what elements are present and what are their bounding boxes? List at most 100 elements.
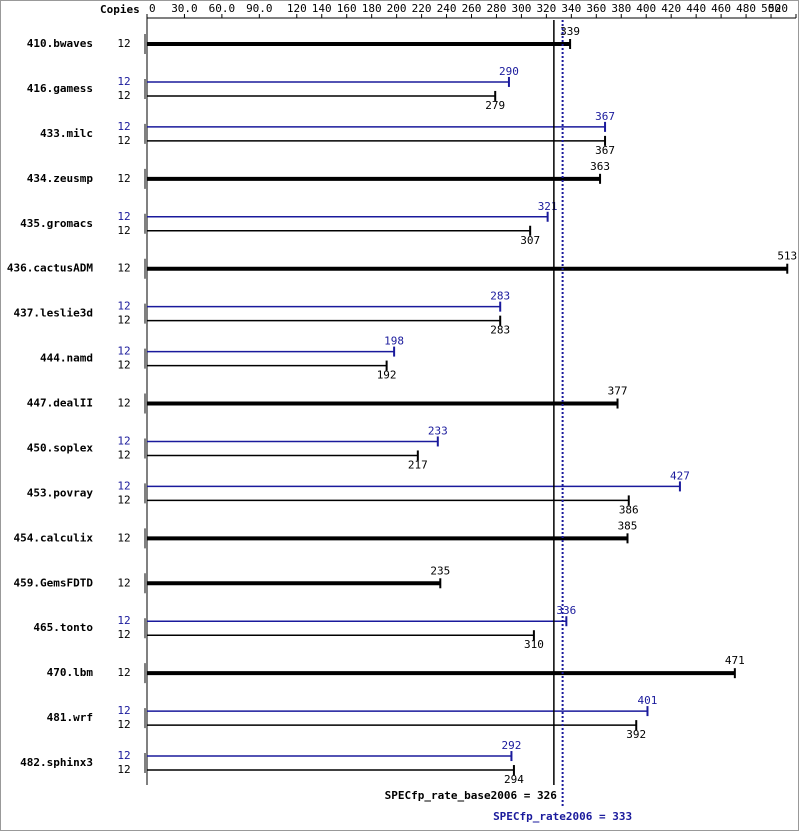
x-tick-label: 30.0 xyxy=(171,2,198,15)
copies-label: 12 xyxy=(117,718,130,731)
value-label: 427 xyxy=(670,469,690,482)
copies-label: 12 xyxy=(117,628,130,641)
benchmark-label: 453.povray xyxy=(27,486,94,499)
copies-label: 12 xyxy=(117,134,130,147)
x-tick-label: 520 xyxy=(768,2,788,15)
copies-label: 12 xyxy=(117,89,130,102)
value-label: 283 xyxy=(490,290,510,303)
benchmark-label: 447.dealII xyxy=(27,397,93,410)
value-label: 367 xyxy=(595,144,615,157)
value-label: 283 xyxy=(490,324,510,337)
copies-label: 12 xyxy=(117,120,130,133)
value-label: 235 xyxy=(430,564,450,577)
benchmark-label: 433.milc xyxy=(40,127,93,140)
value-label: 217 xyxy=(408,458,428,471)
value-label: 307 xyxy=(520,234,540,247)
copies-label: 12 xyxy=(117,666,130,679)
value-label: 233 xyxy=(428,424,448,437)
copies-label: 12 xyxy=(117,749,130,762)
copies-label: 12 xyxy=(117,763,130,776)
benchmark-label: 482.sphinx3 xyxy=(20,756,93,769)
copies-label: 12 xyxy=(117,224,130,237)
benchmark-label: 481.wrf xyxy=(47,711,93,724)
x-tick-label: 420 xyxy=(661,2,681,15)
x-tick-label: 260 xyxy=(462,2,482,15)
benchmark-label: 454.calculix xyxy=(14,531,94,544)
x-tick-label: 160 xyxy=(337,2,357,15)
value-label: 513 xyxy=(777,250,797,263)
x-tick-label: 140 xyxy=(312,2,332,15)
x-tick-label: 380 xyxy=(611,2,631,15)
copies-label: 12 xyxy=(117,314,130,327)
x-tick-label: 340 xyxy=(561,2,581,15)
copies-header: Copies xyxy=(100,3,140,16)
x-tick-label: 200 xyxy=(387,2,407,15)
benchmark-label: 465.tonto xyxy=(33,621,93,634)
reference-label: SPECfp_rate_base2006 = 326 xyxy=(385,789,558,802)
copies-label: 12 xyxy=(117,531,130,544)
x-tick-label: 60.0 xyxy=(209,2,236,15)
value-label: 377 xyxy=(608,385,628,398)
x-tick-label: 300 xyxy=(511,2,531,15)
benchmark-label: 450.soplex xyxy=(27,441,94,454)
copies-label: 12 xyxy=(117,262,130,275)
copies-label: 12 xyxy=(117,576,130,589)
value-label: 392 xyxy=(626,728,646,741)
value-label: 367 xyxy=(595,110,615,123)
x-tick-label: 0 xyxy=(149,2,156,15)
value-label: 198 xyxy=(384,335,404,348)
x-tick-label: 460 xyxy=(711,2,731,15)
x-tick-label: 320 xyxy=(536,2,556,15)
value-label: 471 xyxy=(725,654,745,667)
copies-label: 12 xyxy=(117,614,130,627)
value-label: 339 xyxy=(560,25,580,38)
copies-label: 12 xyxy=(117,704,130,717)
copies-label: 12 xyxy=(117,397,130,410)
copies-label: 12 xyxy=(117,37,130,50)
value-label: 310 xyxy=(524,638,544,651)
benchmark-label: 444.namd xyxy=(40,352,93,365)
value-label: 385 xyxy=(618,519,638,532)
benchmark-label: 434.zeusmp xyxy=(27,172,94,185)
value-label: 294 xyxy=(504,773,524,786)
x-tick-label: 360 xyxy=(586,2,606,15)
x-tick-label: 90.0 xyxy=(246,2,273,15)
value-label: 386 xyxy=(619,503,639,516)
copies-label: 12 xyxy=(117,210,130,223)
value-label: 290 xyxy=(499,65,519,78)
value-label: 279 xyxy=(485,99,505,112)
copies-label: 12 xyxy=(117,434,130,447)
benchmark-label: 436.cactusADM xyxy=(7,262,93,275)
copies-label: 12 xyxy=(117,448,130,461)
benchmark-label: 437.leslie3d xyxy=(14,307,93,320)
benchmark-label: 416.gamess xyxy=(27,82,93,95)
x-tick-label: 220 xyxy=(412,2,432,15)
x-tick-label: 400 xyxy=(636,2,656,15)
value-label: 363 xyxy=(590,160,610,173)
x-tick-label: 180 xyxy=(362,2,382,15)
x-tick-label: 500 xyxy=(761,2,781,15)
benchmark-label: 470.lbm xyxy=(47,666,94,679)
value-label: 401 xyxy=(638,694,658,707)
value-label: 292 xyxy=(502,739,522,752)
x-tick-label: 280 xyxy=(487,2,507,15)
benchmark-label: 459.GemsFDTD xyxy=(14,576,94,589)
x-tick-label: 120 xyxy=(287,2,307,15)
x-tick-label: 440 xyxy=(686,2,706,15)
copies-label: 12 xyxy=(117,359,130,372)
benchmark-label: 410.bwaves xyxy=(27,37,93,50)
copies-label: 12 xyxy=(117,172,130,185)
benchmark-label: 435.gromacs xyxy=(20,217,93,230)
copies-label: 12 xyxy=(117,345,130,358)
x-tick-label: 480 xyxy=(736,2,756,15)
copies-label: 12 xyxy=(117,300,130,313)
value-label: 192 xyxy=(377,369,397,382)
value-label: 336 xyxy=(556,604,576,617)
value-label: 321 xyxy=(538,200,558,213)
copies-label: 12 xyxy=(117,493,130,506)
copies-label: 12 xyxy=(117,75,130,88)
x-tick-label: 240 xyxy=(437,2,457,15)
copies-label: 12 xyxy=(117,479,130,492)
